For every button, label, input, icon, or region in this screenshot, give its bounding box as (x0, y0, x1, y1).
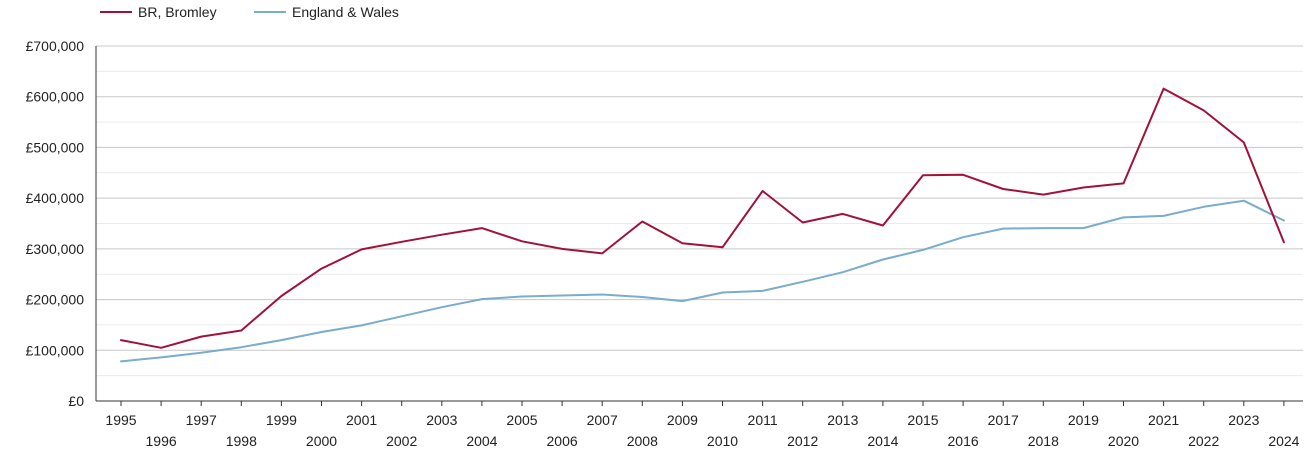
x-axis: 1995 1996 1997 1998 1999 2000 2001 2002 2003 2004… (105, 401, 1300, 449)
y-axis: £0 £100,000 £200,000 £300,000 £400,000 £500,0… (26, 38, 85, 409)
x-tick-label: 2010 (707, 433, 738, 449)
series-line-0 (120, 87, 1285, 349)
legend-label: England & Wales (292, 4, 399, 20)
x-tick-label: 2011 (748, 412, 778, 428)
x-tick-label: 2001 (346, 412, 377, 428)
x-tick-label: 2012 (787, 433, 818, 449)
x-tick-label: 2007 (587, 412, 618, 428)
gridlines (95, 45, 1303, 402)
series-layer (120, 87, 1285, 363)
x-tick-label: 1997 (186, 412, 217, 428)
y-tick-label: £600,000 (26, 89, 85, 105)
x-tick-label: 2016 (948, 433, 979, 449)
x-tick-label: 1995 (105, 412, 136, 428)
x-tick-label: 2024 (1268, 433, 1299, 449)
y-tick-label: £0 (68, 393, 84, 409)
y-tick-label: £700,000 (26, 38, 85, 54)
x-tick-label: 2020 (1108, 433, 1139, 449)
x-tick-label: 2006 (547, 433, 578, 449)
legend: BR, Bromley England & Wales (100, 4, 399, 20)
x-tick-label: 2004 (466, 433, 497, 449)
y-tick-label: £200,000 (26, 292, 85, 308)
y-tick-label: £400,000 (26, 190, 85, 206)
x-tick-label: 2005 (506, 412, 537, 428)
x-tick-label: 2018 (1028, 433, 1059, 449)
x-tick-label: 2015 (907, 412, 938, 428)
y-tick-label: £100,000 (26, 342, 85, 358)
y-tick-label: £500,000 (26, 139, 85, 155)
x-tick-label: 2008 (627, 433, 658, 449)
x-tick-label: 2009 (667, 412, 698, 428)
x-tick-label: 2023 (1228, 412, 1259, 428)
x-tick-label: 2003 (426, 412, 457, 428)
x-tick-label: 2022 (1188, 433, 1219, 449)
legend-label: BR, Bromley (138, 4, 217, 20)
x-tick-label: 1998 (226, 433, 257, 449)
y-tick-label: £300,000 (26, 241, 85, 257)
x-tick-label: 2014 (867, 433, 898, 449)
x-tick-label: 1999 (266, 412, 297, 428)
x-tick-label: 2000 (306, 433, 337, 449)
x-tick-label: 2013 (827, 412, 858, 428)
x-tick-label: 2019 (1068, 412, 1099, 428)
x-tick-label: 2017 (988, 412, 1019, 428)
x-tick-label: 2021 (1148, 412, 1179, 428)
series-line-1 (120, 199, 1285, 363)
x-tick-label: 2002 (386, 433, 417, 449)
x-tick-label: 1996 (146, 433, 177, 449)
